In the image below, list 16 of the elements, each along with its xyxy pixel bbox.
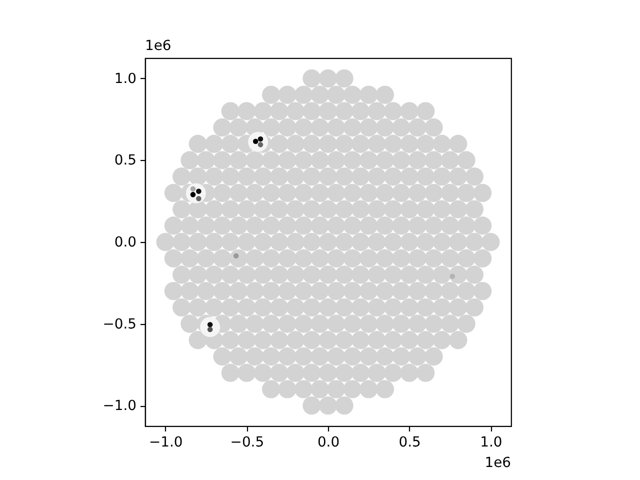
- y-tick-label: −0.5: [102, 316, 136, 332]
- y-tick-label: 0.0: [114, 234, 136, 250]
- x-tick-label: −0.5: [230, 434, 264, 450]
- x-tick-label: 0.5: [398, 434, 421, 450]
- x-tick-label: 1.0: [480, 434, 502, 450]
- text: 1e6: [145, 38, 172, 54]
- y-tick-label: −1.0: [102, 398, 136, 414]
- y-tick-label: 1.0: [114, 70, 136, 87]
- y-tick-label: 0.5: [114, 152, 136, 169]
- point: [450, 274, 456, 279]
- point: [196, 188, 202, 194]
- text: 1e6: [484, 455, 511, 471]
- point: [190, 186, 196, 192]
- x-tick-label: −1.0: [148, 434, 183, 450]
- x-tick-label: 0.0: [317, 434, 340, 450]
- point: [196, 196, 202, 202]
